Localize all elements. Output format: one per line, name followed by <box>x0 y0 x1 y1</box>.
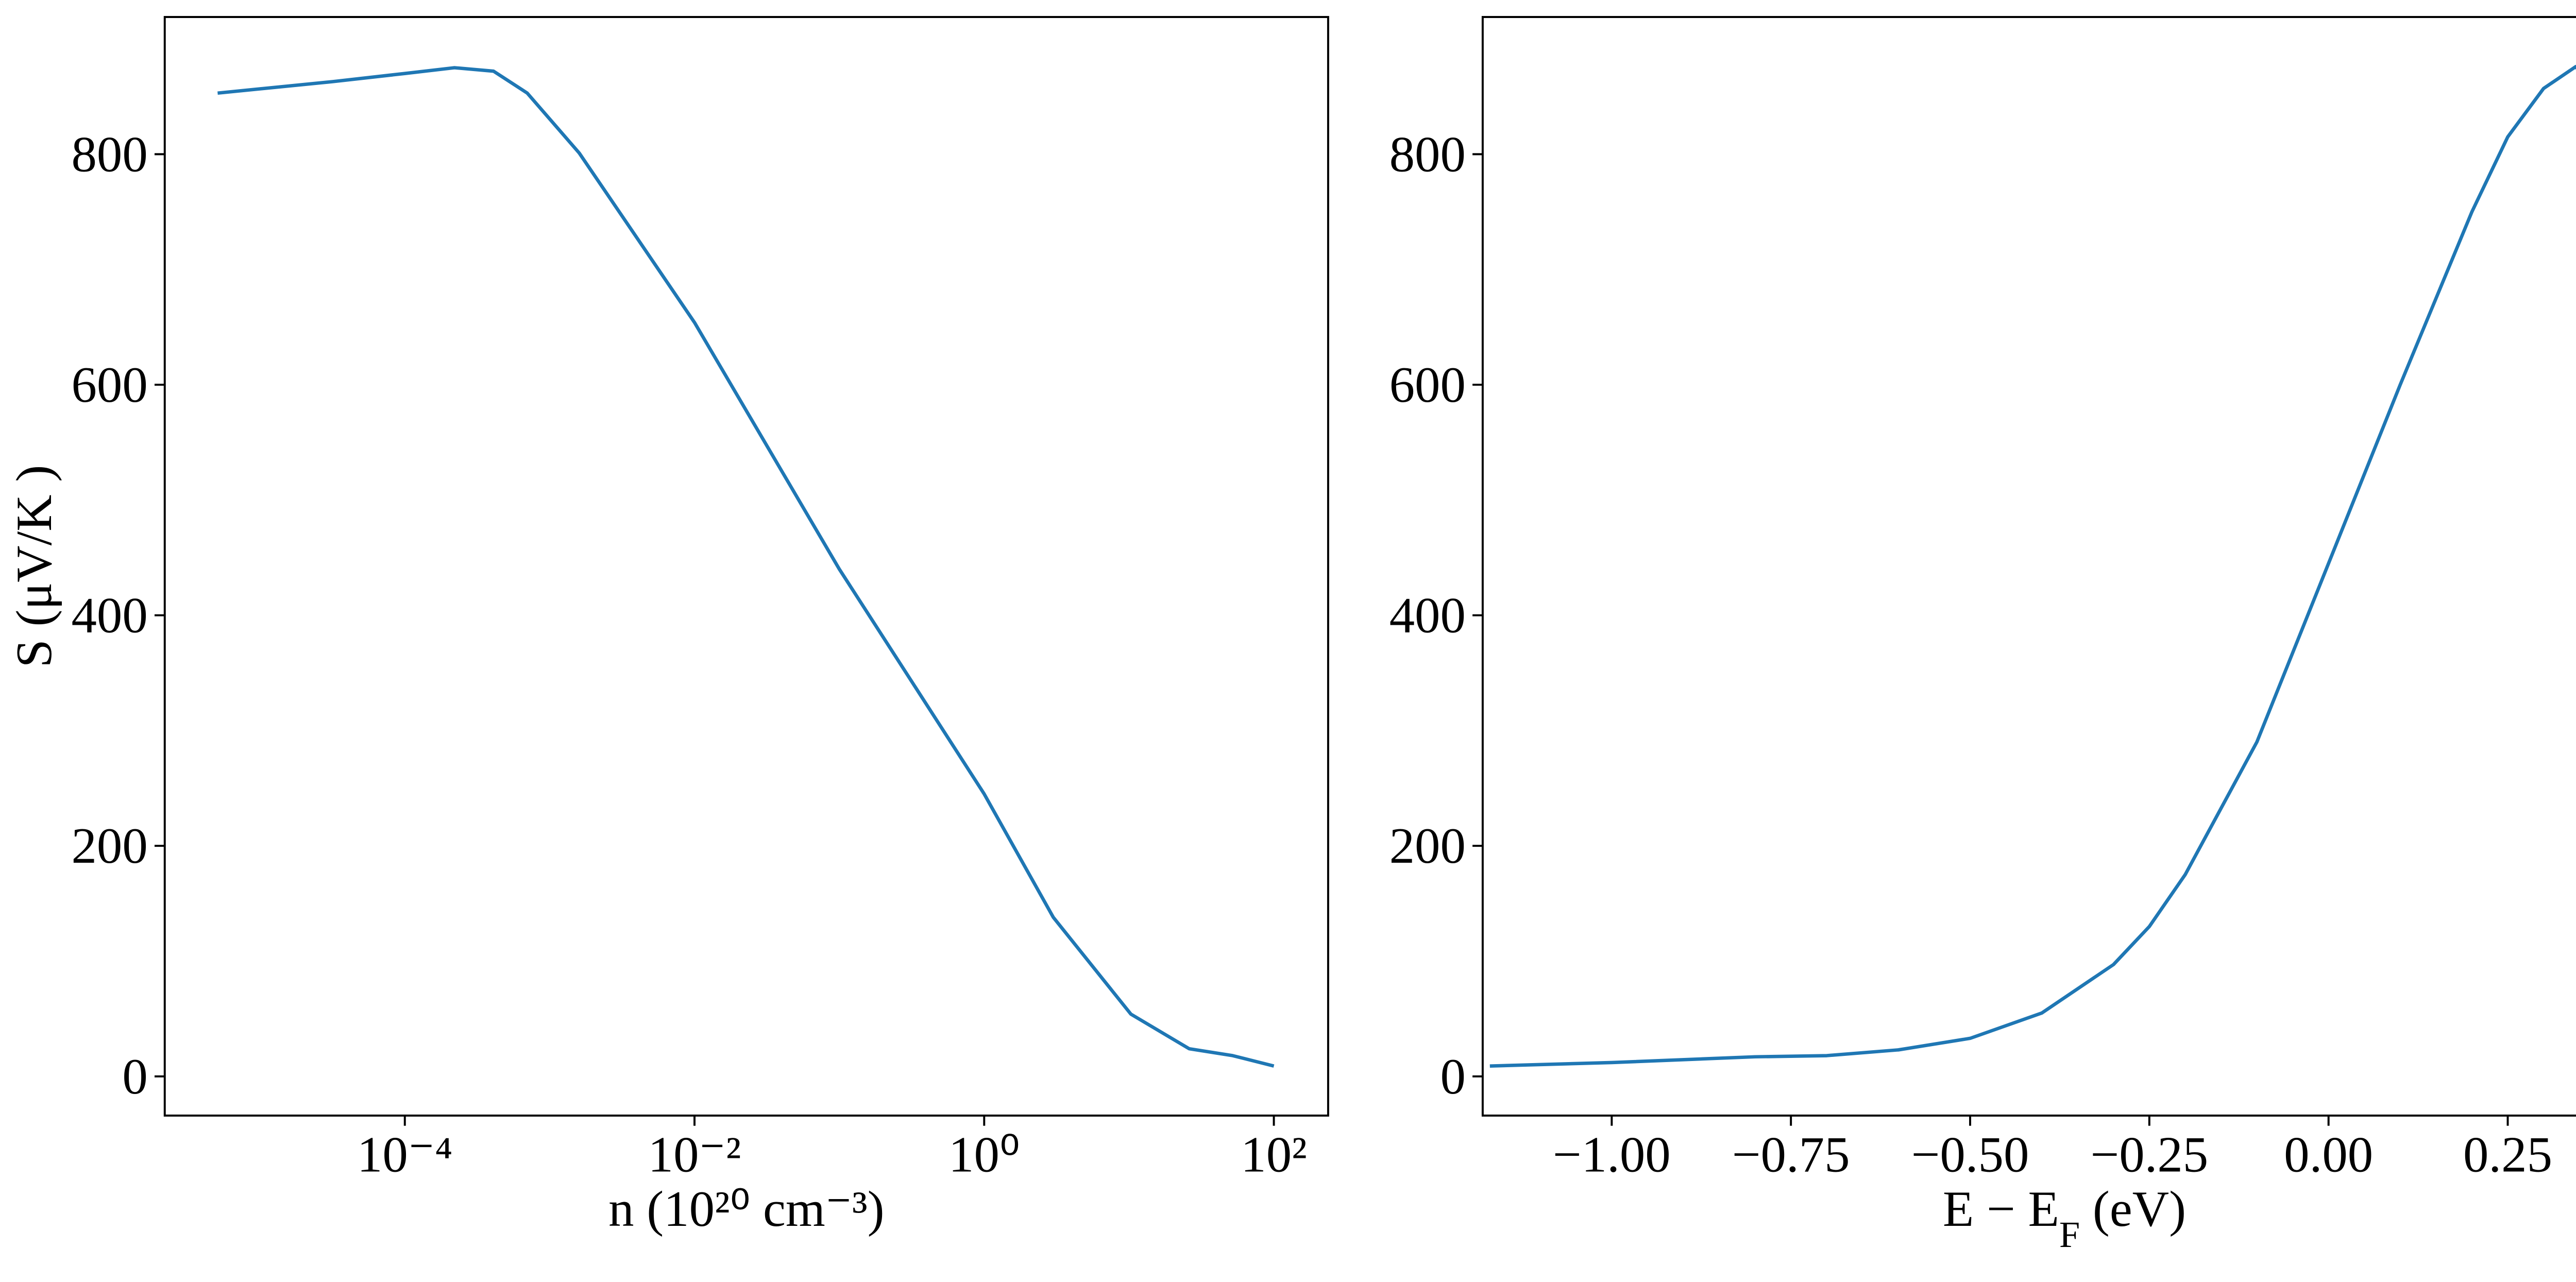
x-axis-label: n (10²⁰ cm⁻³) <box>608 1181 885 1237</box>
x-tick-label: −0.50 <box>1911 1127 2029 1183</box>
data-line <box>217 66 1275 1068</box>
y-axis-label: S (μV/K ) <box>6 465 62 668</box>
y-tick-label: 200 <box>1389 818 1466 874</box>
x-tick-label: 10² <box>1241 1127 1307 1183</box>
x-axis-label: E − EF (eV) <box>1943 1181 2186 1255</box>
y-tick-label: 200 <box>71 818 147 874</box>
y-tick-label: 0 <box>1440 1049 1465 1105</box>
x-tick-label: 0.25 <box>2463 1127 2552 1183</box>
y-tick-label: 400 <box>71 588 147 644</box>
y-tick-label: 400 <box>1389 588 1466 644</box>
x-tick-label: 10⁰ <box>948 1127 1020 1183</box>
x-tick-label: −1.00 <box>1553 1127 1671 1183</box>
x-tick-label: −0.25 <box>2090 1127 2208 1183</box>
data-line <box>1489 64 2576 1068</box>
y-tick-label: 0 <box>122 1049 147 1105</box>
y-tick-label: 800 <box>71 126 147 182</box>
x-tick-label: 10⁻⁴ <box>357 1127 453 1183</box>
y-tick-label: 800 <box>1389 126 1466 182</box>
y-tick-label: 600 <box>1389 357 1466 413</box>
x-tick-label: 0.00 <box>2284 1127 2373 1183</box>
x-tick-label: 10⁻² <box>648 1127 741 1183</box>
axes-frame <box>163 16 1329 1117</box>
y-tick-label: 600 <box>71 357 147 413</box>
x-tick-label: −0.75 <box>1732 1127 1850 1183</box>
axes-frame <box>1481 16 2576 1117</box>
